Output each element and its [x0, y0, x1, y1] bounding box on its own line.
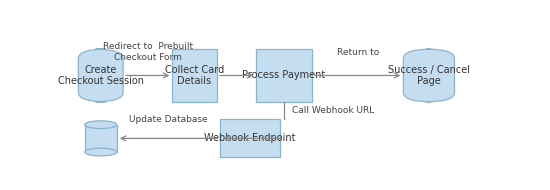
Bar — [85, 125, 117, 152]
Text: Call Webhook URL: Call Webhook URL — [292, 106, 374, 115]
FancyBboxPatch shape — [220, 119, 280, 157]
Text: Collect Card
Details: Collect Card Details — [165, 65, 224, 86]
Text: Create
Checkout Session: Create Checkout Session — [58, 65, 144, 86]
FancyBboxPatch shape — [256, 49, 312, 102]
Text: Webhook Endpoint: Webhook Endpoint — [204, 133, 296, 143]
FancyBboxPatch shape — [403, 49, 454, 102]
Ellipse shape — [85, 148, 117, 156]
Text: Process Payment: Process Payment — [243, 70, 326, 81]
Text: Update Database: Update Database — [129, 115, 208, 124]
Text: Redirect to  Prebuilt
Checkout Form: Redirect to Prebuilt Checkout Form — [102, 42, 192, 62]
Text: Return to: Return to — [337, 48, 379, 57]
Ellipse shape — [85, 121, 117, 129]
Text: Success / Cancel
Page: Success / Cancel Page — [388, 65, 470, 86]
FancyBboxPatch shape — [172, 49, 217, 102]
FancyBboxPatch shape — [78, 49, 123, 102]
